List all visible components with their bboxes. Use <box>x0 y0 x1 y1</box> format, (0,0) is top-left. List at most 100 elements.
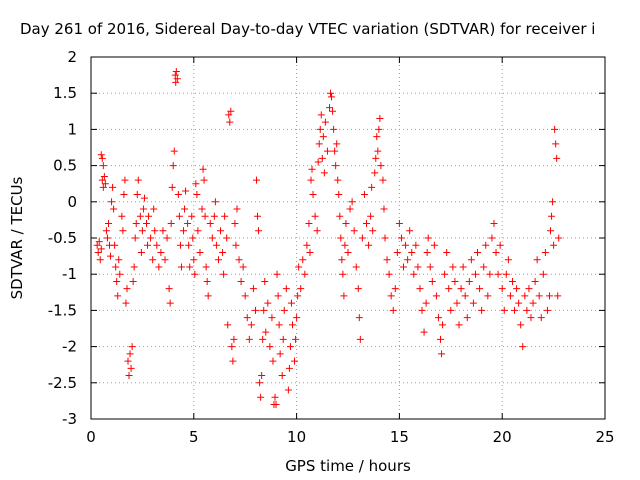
y-tick-label: -2 <box>62 338 77 356</box>
y-tick-label: 0 <box>67 193 77 211</box>
data-point <box>271 393 279 401</box>
data-point <box>334 176 342 184</box>
data-point <box>393 248 401 256</box>
data-point <box>193 191 201 199</box>
data-point <box>521 292 529 300</box>
data-point <box>374 147 382 155</box>
data-point <box>344 248 352 256</box>
data-point <box>257 393 265 401</box>
data-point <box>355 314 363 322</box>
data-point <box>191 270 199 278</box>
data-point <box>410 270 418 278</box>
data-point <box>523 306 531 314</box>
data-point <box>420 328 428 336</box>
data-point <box>147 234 155 242</box>
data-point <box>449 263 457 271</box>
data-point <box>108 198 116 206</box>
data-point <box>287 299 295 307</box>
data-point <box>114 292 122 300</box>
data-point <box>321 118 329 126</box>
data-point <box>110 205 118 213</box>
data-point <box>165 285 173 293</box>
data-point <box>306 248 314 256</box>
data-point <box>434 314 442 322</box>
data-point <box>455 321 463 329</box>
data-point <box>172 67 180 75</box>
data-point <box>301 270 309 278</box>
data-point <box>98 176 106 184</box>
data-point <box>229 357 237 365</box>
data-point <box>414 263 422 271</box>
data-point <box>325 104 333 112</box>
data-point <box>118 212 126 220</box>
data-point <box>258 372 266 380</box>
data-point <box>182 187 190 195</box>
data-point <box>284 386 292 394</box>
data-point <box>204 292 212 300</box>
data-point <box>492 248 500 256</box>
data-point <box>387 292 395 300</box>
data-point <box>376 115 384 123</box>
data-point <box>346 205 354 213</box>
data-point <box>371 169 379 177</box>
data-point <box>150 205 158 213</box>
data-point <box>237 277 245 285</box>
data-point <box>496 241 504 249</box>
data-point <box>500 306 508 314</box>
data-point <box>484 292 492 300</box>
data-point <box>400 263 408 271</box>
data-point <box>389 306 397 314</box>
data-point <box>288 321 296 329</box>
data-point <box>480 263 488 271</box>
data-point <box>341 241 349 249</box>
y-tick-labels: 2 1.5 1 0.5 0 -0.5 -1 -1.5 -2 -2.5 -3 <box>48 48 77 428</box>
data-point <box>170 147 178 155</box>
x-tick-label: 5 <box>189 428 199 446</box>
data-point <box>206 220 214 228</box>
data-point <box>208 234 216 242</box>
data-point <box>335 191 343 199</box>
data-point <box>171 71 179 79</box>
data-point <box>233 205 241 213</box>
data-point <box>282 285 290 293</box>
data-point <box>488 234 496 242</box>
data-point <box>502 270 510 278</box>
data-point <box>185 241 193 249</box>
data-point <box>416 285 424 293</box>
data-point <box>319 133 327 141</box>
data-point <box>119 227 127 235</box>
data-point <box>122 299 130 307</box>
data-point <box>285 364 293 372</box>
chart-title: Day 261 of 2016, Sidereal Day-to-day VTE… <box>20 20 595 38</box>
data-point <box>308 165 316 173</box>
data-point <box>367 212 375 220</box>
data-point <box>320 169 328 177</box>
data-point <box>307 176 315 184</box>
data-point <box>402 241 410 249</box>
data-point <box>112 263 120 271</box>
data-point <box>476 285 484 293</box>
data-point <box>506 292 514 300</box>
data-point <box>354 285 362 293</box>
data-point <box>453 299 461 307</box>
data-point <box>529 299 537 307</box>
data-point <box>323 147 331 155</box>
data-point <box>438 350 446 358</box>
x-tick-labels: 0 5 10 15 20 25 <box>86 428 614 446</box>
data-point <box>375 125 383 133</box>
data-point <box>553 154 561 162</box>
data-point <box>515 299 523 307</box>
y-tick-label: -3 <box>62 410 77 428</box>
data-points <box>93 67 563 409</box>
data-point <box>139 205 147 213</box>
data-point <box>432 292 440 300</box>
data-point <box>175 212 183 220</box>
data-point <box>513 285 521 293</box>
data-point <box>299 256 307 264</box>
data-point <box>537 314 545 322</box>
data-point <box>469 299 477 307</box>
data-point <box>189 234 197 242</box>
data-point <box>368 183 376 191</box>
y-tick-label: 1.5 <box>53 84 77 102</box>
data-point <box>190 256 198 264</box>
